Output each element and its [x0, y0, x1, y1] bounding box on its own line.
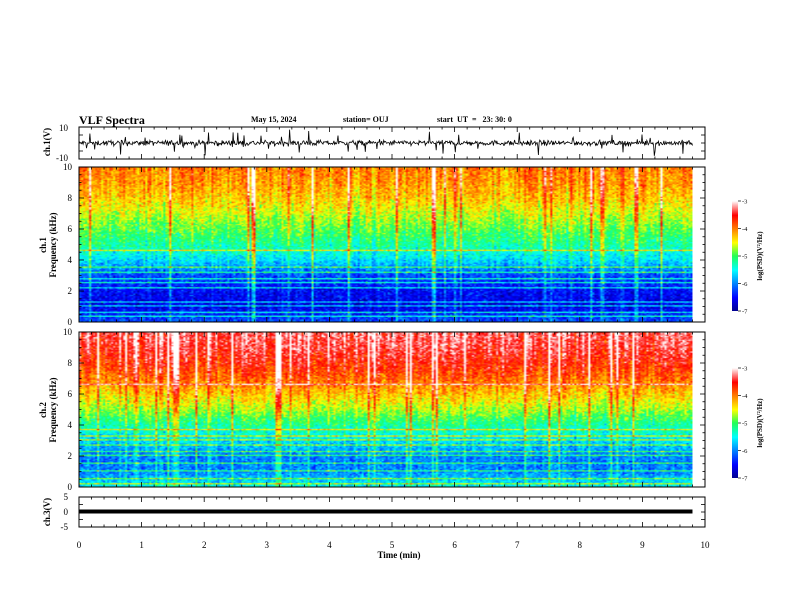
ch1-colorbar-ticks: -3 -4 -5 -6 -7	[738, 199, 748, 316]
ch2-colorbar	[732, 368, 738, 478]
x-tick-label: 7	[515, 540, 520, 550]
ch2-spec-ticks	[78, 331, 706, 488]
y-tick-label: 2	[68, 286, 73, 296]
ch1-spec-ylabel-line2: Frequency (kHz)	[48, 212, 58, 277]
ch1-waveform-panel: ch.1(V) 10 -10	[42, 123, 706, 163]
colorbar-tick-label: -4	[742, 393, 748, 400]
y-tick-label: 8	[68, 193, 73, 203]
x-tick-label: 2	[202, 540, 207, 550]
ch3-ytick-top: 5	[64, 492, 69, 502]
ch2-spec-ylabel-line1: ch.2	[38, 402, 48, 418]
y-tick-label: 8	[68, 358, 73, 368]
ch2-colorbar-ticks: -3 -4 -5 -6 -7	[738, 366, 748, 483]
ch3-ytick-mid: 0	[64, 507, 69, 517]
ch2-spec-ytick-labels: 0 2 4 6 8 10	[63, 327, 73, 492]
ch2-spectrogram-image	[79, 332, 693, 487]
colorbar-tick-label: -6	[742, 281, 748, 288]
colorbar-tick-label: -7	[742, 476, 748, 483]
ch1-colorbar	[732, 201, 738, 311]
time-axis-tick-labels: 0 1 2 3 4 5 6 7 8 9 10	[77, 540, 710, 550]
x-tick-label: 0	[77, 540, 82, 550]
x-tick-label: 1	[139, 540, 144, 550]
x-tick-label: 3	[265, 540, 270, 550]
ch1-ylabel: ch.1(V)	[42, 128, 52, 156]
colorbar-tick-label: -4	[742, 226, 748, 233]
ch1-ytick-bottom: -10	[56, 153, 68, 163]
x-tick-label: 8	[578, 540, 583, 550]
colorbar-tick-label: -7	[742, 309, 748, 316]
ch1-spec-ticks	[78, 166, 706, 323]
ch1-colorbar-label: log(PSD)(V²/Hz)	[756, 231, 764, 281]
ch1-spec-ytick-labels: 0 2 4 6 8 10	[63, 162, 73, 327]
ch1-ticks	[78, 126, 706, 160]
ch1-trace	[78, 129, 693, 156]
ch3-ylabel: ch.3(V)	[42, 498, 52, 526]
colorbar-tick-label: -6	[742, 448, 748, 455]
ch2-spec-ylabel-line2: Frequency (kHz)	[48, 377, 58, 442]
ch3-ticks	[78, 496, 706, 528]
y-tick-label: 2	[68, 451, 73, 461]
x-tick-label: 10	[701, 540, 711, 550]
y-tick-label: 4	[68, 420, 73, 430]
ch1-spectrogram-image	[79, 167, 693, 322]
colorbar-tick-label: -3	[742, 199, 747, 206]
y-tick-label: 0	[68, 317, 73, 327]
y-tick-label: 0	[68, 482, 73, 492]
figure-title: VLF Spectra	[79, 113, 145, 127]
ch1-ytick-top: 10	[59, 123, 69, 133]
colorbar-tick-label: -3	[742, 366, 747, 373]
colorbar-tick-label: -5	[742, 421, 747, 428]
x-tick-label: 4	[327, 540, 332, 550]
date-label: May 15, 2024	[251, 115, 297, 124]
y-tick-label: 10	[63, 327, 73, 337]
colorbar-tick-label: -5	[742, 254, 747, 261]
x-tick-label: 6	[452, 540, 457, 550]
start-time-label: start UT = 23: 30: 0	[437, 115, 512, 124]
x-tick-label: 5	[390, 540, 395, 550]
ch3-ytick-bottom: -5	[61, 522, 69, 532]
y-tick-label: 6	[68, 389, 73, 399]
y-tick-label: 10	[63, 162, 73, 172]
ch1-spec-ylabel-line1: ch.1	[38, 237, 48, 253]
ch3-trace	[79, 509, 693, 514]
y-tick-label: 4	[68, 255, 73, 265]
y-tick-label: 6	[68, 224, 73, 234]
ch2-colorbar-label: log(PSD)(V²/Hz)	[756, 398, 764, 448]
ch3-waveform-panel: ch.3(V) 5 0 -5 0 1 2 3 4 5 6 7 8 9 10 Time (min)	[42, 492, 710, 560]
station-label: station= OUJ	[343, 115, 389, 124]
x-tick-label: 9	[640, 540, 645, 550]
x-axis-label: Time (min)	[377, 550, 420, 560]
